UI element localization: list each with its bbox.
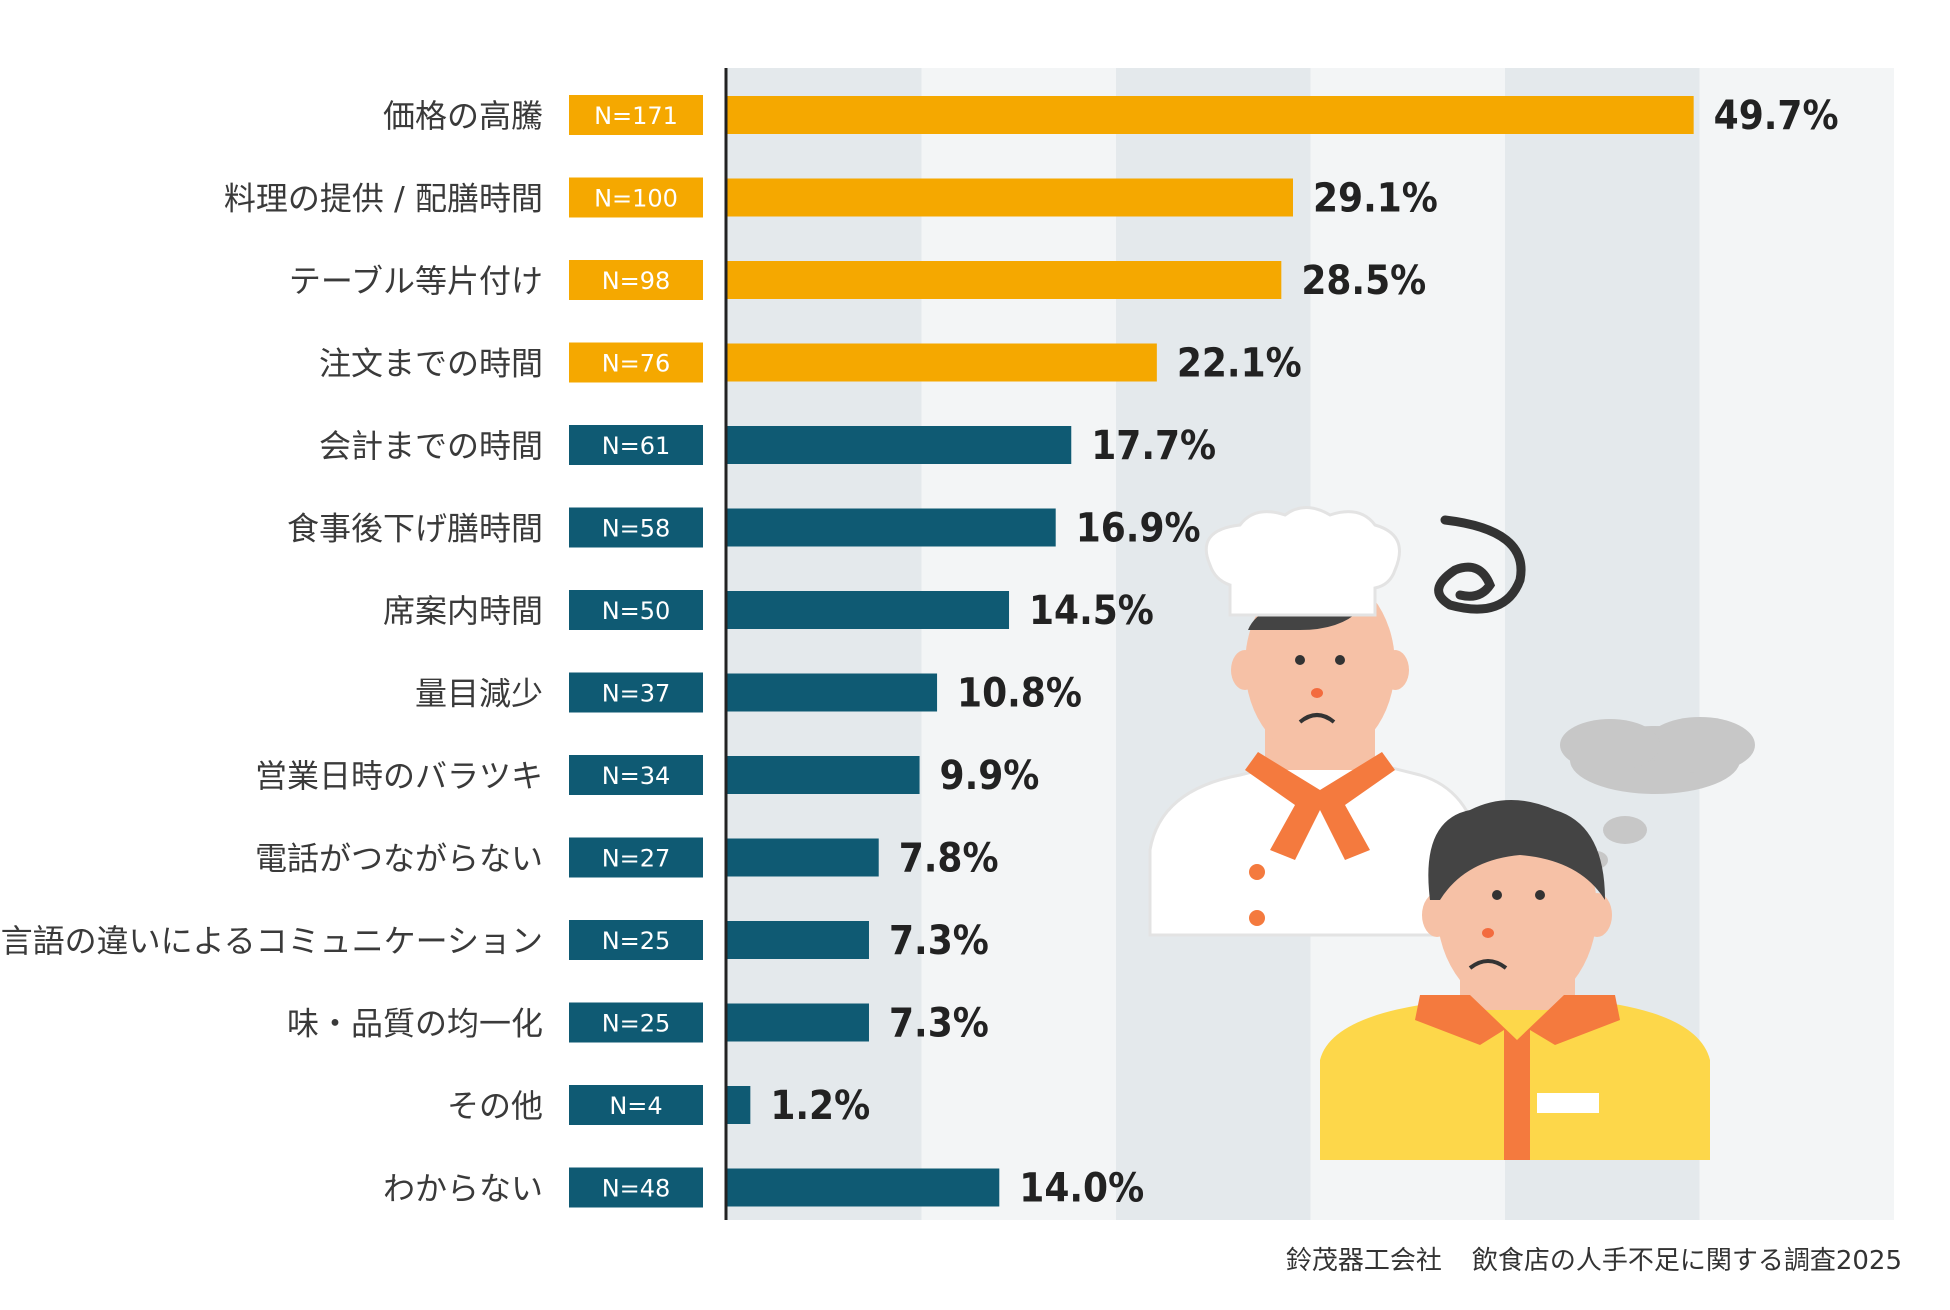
- n-badge-label: N=50: [602, 597, 671, 625]
- category-label: 量目減少: [415, 675, 543, 713]
- value-label: 7.3%: [889, 1001, 989, 1047]
- n-badge-label: N=48: [602, 1175, 671, 1203]
- bar: [727, 1086, 751, 1124]
- value-label: 14.5%: [1029, 588, 1154, 634]
- n-badge: [569, 920, 703, 960]
- n-badge-label: N=37: [602, 680, 671, 708]
- n-badge: [569, 672, 703, 713]
- value-label: 17.7%: [1091, 423, 1216, 469]
- category-label: 席案内時間: [383, 592, 543, 630]
- bar: [727, 96, 1694, 134]
- value-label: 28.5%: [1301, 258, 1426, 304]
- value-label: 7.3%: [889, 918, 989, 964]
- bar: [727, 756, 920, 794]
- bar: [727, 261, 1282, 299]
- grid-band: [921, 68, 1116, 1220]
- chef-figure: [1148, 506, 1482, 937]
- source-publisher: 鈴茂器工会社: [1285, 1246, 1442, 1276]
- category-label: 価格の高騰: [383, 97, 543, 135]
- n-badge: [569, 1085, 703, 1125]
- grid-band: [727, 68, 922, 1220]
- category-label: その他: [447, 1087, 543, 1125]
- source-credit: 鈴茂器工会社 飲食店の人手不足に関する調査2025: [1286, 1240, 1902, 1277]
- grid-band: [1699, 68, 1894, 1220]
- n-badge-label: N=100: [594, 185, 678, 213]
- n-badge-label: N=25: [602, 1010, 671, 1038]
- bar: [727, 1168, 1000, 1207]
- value-label: 10.8%: [957, 671, 1082, 717]
- n-badge-label: N=25: [602, 927, 671, 955]
- n-badge: [569, 95, 703, 135]
- n-badge: [569, 1002, 703, 1043]
- value-label: 7.8%: [899, 836, 999, 882]
- n-badge-label: N=4: [609, 1092, 662, 1120]
- category-label: 食事後下げ膳時間: [287, 510, 543, 548]
- n-badge-label: N=27: [602, 845, 671, 873]
- bar: [727, 1003, 869, 1042]
- n-badge-label: N=58: [602, 515, 671, 543]
- n-badge: [569, 342, 703, 383]
- n-badge-label: N=98: [602, 267, 671, 295]
- n-badge: [569, 425, 703, 465]
- n-badge-label: N=76: [602, 350, 671, 378]
- value-label: 29.1%: [1313, 176, 1438, 222]
- value-label: 1.2%: [770, 1083, 870, 1129]
- n-badge: [569, 1167, 703, 1208]
- staff-figure: [1320, 800, 1710, 1160]
- bar: [727, 838, 879, 877]
- category-label: 料理の提供 / 配膳時間: [224, 180, 543, 218]
- n-badge: [569, 755, 703, 795]
- value-label: 22.1%: [1177, 341, 1302, 387]
- bar: [727, 508, 1056, 547]
- value-label: 9.9%: [940, 753, 1040, 799]
- category-label: 味・品質の均一化: [287, 1005, 543, 1043]
- thought-cloud: [1560, 717, 1755, 869]
- n-badge-label: N=61: [602, 432, 671, 460]
- n-badge: [569, 590, 703, 630]
- illustration-staff-worried: [1148, 506, 1755, 1160]
- category-label: 会計までの時間: [319, 427, 543, 465]
- n-badge-label: N=34: [602, 762, 671, 790]
- bar: [727, 673, 938, 712]
- confusion-scribble: [1434, 515, 1526, 614]
- category-label: 電話がつながらない: [255, 840, 543, 878]
- n-badge: [569, 260, 703, 300]
- category-label: 言語の違いによるコミュニケーション: [1, 922, 543, 960]
- bar: [727, 426, 1072, 464]
- category-label: 営業日時のバラツキ: [255, 757, 543, 795]
- n-badge: [569, 507, 703, 548]
- n-badge: [569, 177, 703, 218]
- category-label: わからない: [383, 1170, 543, 1208]
- n-badge: [569, 837, 703, 878]
- n-badge-label: N=171: [594, 102, 678, 130]
- value-label: 16.9%: [1076, 506, 1201, 552]
- category-label: テーブル等片付け: [289, 262, 543, 300]
- source-survey: 飲食店の人手不足に関する調査2025: [1471, 1246, 1902, 1276]
- bar: [727, 343, 1157, 382]
- bar: [727, 591, 1010, 629]
- bar: [727, 178, 1293, 217]
- value-label: 49.7%: [1714, 93, 1839, 139]
- value-label: 14.0%: [1019, 1166, 1144, 1212]
- category-label: 注文までの時間: [319, 345, 543, 383]
- bar: [727, 921, 869, 959]
- bar-series: 価格の高騰 N=171 49.7% 料理の提供 / 配膳時間 N=100 29.1% テーブ…: [1, 93, 1839, 1212]
